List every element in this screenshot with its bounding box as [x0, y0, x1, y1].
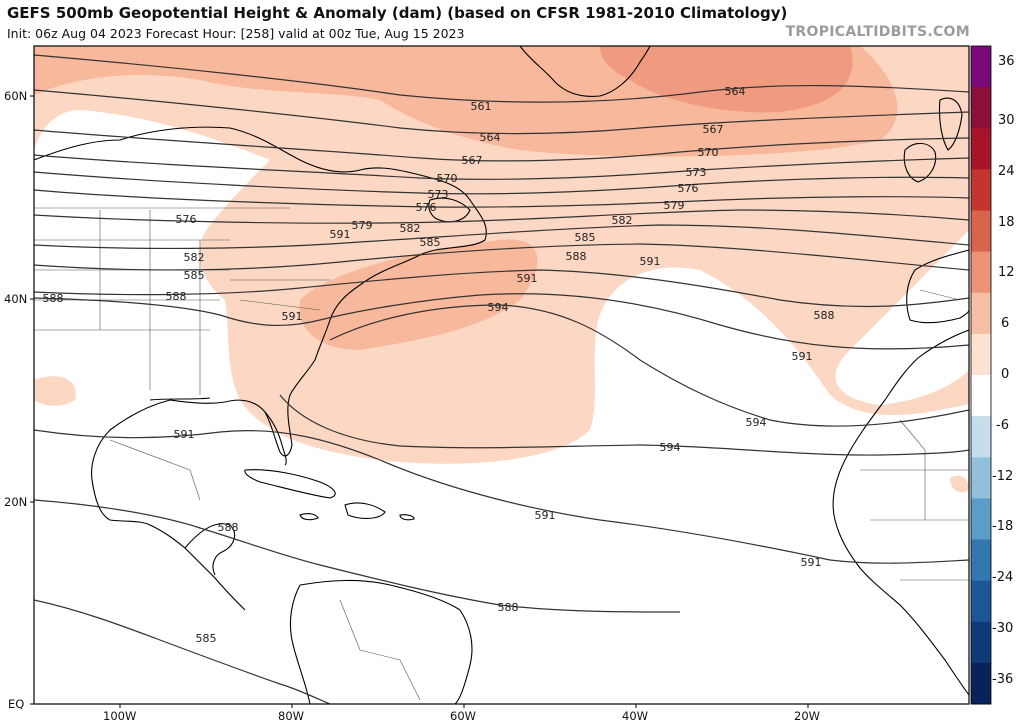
- colorbar-label: -36: [992, 672, 1014, 687]
- contour-label: 579: [352, 219, 373, 232]
- colorbar-label: -18: [992, 519, 1014, 534]
- colorbar-label: -12: [992, 469, 1014, 484]
- contour-label: 591: [517, 272, 538, 285]
- contour-label: 591: [282, 310, 303, 323]
- colorbar-label: 18: [998, 215, 1015, 230]
- lon-label: 80W: [278, 709, 305, 723]
- contour-labels: 561 564 567 570 573 576 579 582 585 588 …: [43, 85, 835, 645]
- colorbar-segment: [971, 128, 991, 170]
- contour-label: 594: [488, 301, 509, 314]
- colorbar-segment: [971, 662, 991, 705]
- contour-label: 588: [166, 290, 187, 303]
- contour-label: 591: [330, 228, 351, 241]
- colorbar-segment: [971, 416, 991, 458]
- contour-label: 576: [176, 213, 197, 226]
- contour-label: 594: [746, 416, 767, 429]
- contour-label: 570: [437, 172, 458, 185]
- colorbar-frame: [970, 45, 992, 705]
- contour-label: 585: [575, 231, 596, 244]
- colorbar-segment: [971, 210, 991, 253]
- contour-label: 561: [471, 100, 492, 113]
- political-borders: [34, 207, 969, 701]
- colorbar-segment: [971, 333, 991, 376]
- colorbar-label: -30: [992, 621, 1014, 636]
- contour-label: 588: [498, 601, 519, 614]
- colorbar-segment: [971, 87, 991, 129]
- contour-label: 588: [43, 292, 64, 305]
- map-title: GEFS 500mb Geopotential Height & Anomaly…: [7, 4, 788, 22]
- colorbar-segment: [971, 251, 991, 294]
- contour-label: 570: [698, 146, 719, 159]
- lat-label: EQ: [8, 697, 25, 711]
- colorbar: [971, 46, 991, 705]
- contour-label: 591: [792, 350, 813, 363]
- lon-label: 100W: [103, 709, 137, 723]
- contour-label: 591: [640, 255, 661, 268]
- colorbar-label: 24: [998, 164, 1015, 179]
- map-frame: [33, 45, 970, 705]
- contour-label: 573: [428, 188, 449, 201]
- contour-label: 585: [184, 269, 205, 282]
- contour-label: 588: [218, 521, 239, 534]
- colorbar-label: -24: [992, 570, 1014, 585]
- contour-label: 567: [703, 123, 724, 136]
- lon-label: 40W: [622, 709, 649, 723]
- lat-label: 60N: [4, 89, 28, 103]
- lat-label: 20N: [4, 495, 28, 509]
- contour-label: 564: [480, 131, 501, 144]
- contour-label: 564: [725, 85, 746, 98]
- colorbar-segment: [971, 375, 991, 417]
- height-contours: [34, 54, 969, 704]
- colorbar-label: 0: [1001, 367, 1010, 382]
- contour-label: 582: [184, 251, 205, 264]
- coastlines: [34, 46, 969, 704]
- colorbar-label: 36: [998, 54, 1015, 69]
- contour-label: 585: [196, 632, 217, 645]
- lon-label: 60W: [450, 709, 477, 723]
- contour-label: 582: [400, 222, 421, 235]
- site-watermark: TROPICALTIDBITS.COM: [785, 24, 970, 40]
- contour-label: 576: [416, 201, 437, 214]
- colorbar-segment: [971, 46, 991, 88]
- colorbar-segment: [971, 621, 991, 664]
- contour-label: 591: [535, 509, 556, 522]
- colorbar-segment: [971, 169, 991, 211]
- colorbar-segment: [971, 498, 991, 540]
- colorbar-segment: [971, 292, 991, 335]
- colorbar-label: 30: [998, 113, 1015, 128]
- contour-label: 576: [678, 182, 699, 195]
- contour-label: 594: [660, 441, 681, 454]
- axis-ticks: [30, 95, 809, 708]
- lat-label: 40N: [4, 292, 28, 306]
- contour-label: 588: [566, 250, 587, 263]
- colorbar-segment: [971, 539, 991, 582]
- contour-label: 579: [664, 199, 685, 212]
- colorbar-segment: [971, 457, 991, 499]
- map-subtitle: Init: 06z Aug 04 2023 Forecast Hour: [25…: [7, 26, 465, 41]
- contour-label: 591: [174, 428, 195, 441]
- contour-label: 582: [612, 214, 633, 227]
- contour-label: 585: [420, 236, 441, 249]
- colorbar-label: 12: [998, 265, 1015, 280]
- colorbar-label: -6: [996, 418, 1009, 433]
- colorbar-segment: [971, 580, 991, 623]
- contour-label: 591: [801, 556, 822, 569]
- contour-label: 567: [462, 154, 483, 167]
- lon-label: 20W: [794, 709, 821, 723]
- contour-label: 573: [686, 166, 707, 179]
- contour-label: 588: [814, 309, 835, 322]
- colorbar-label: 6: [1001, 316, 1010, 331]
- anomaly-shading: [34, 46, 969, 493]
